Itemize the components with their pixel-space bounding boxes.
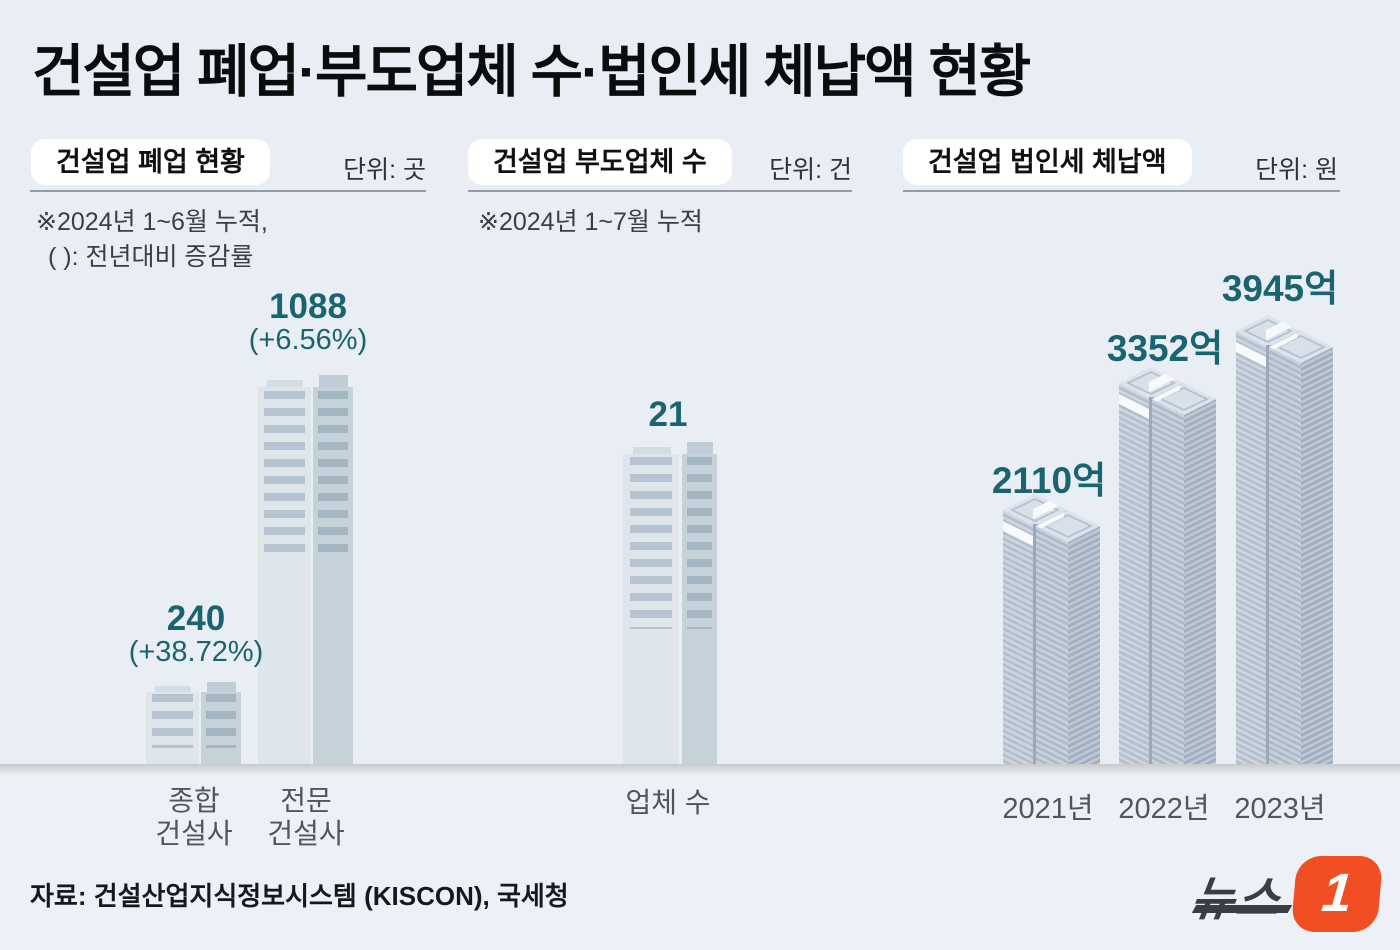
value-label-arrears-2023: 3945억 [1221, 268, 1339, 309]
news1-logo-one: 1 [1319, 863, 1355, 923]
axis-label-year-2021: 2021년 [1002, 793, 1094, 825]
bar-closures-specialty-building-icon [258, 375, 353, 770]
news1-logo-icon: 1 [1290, 856, 1384, 932]
bar-bankruptcies-building-icon [623, 442, 717, 770]
bar-tax-arrears-2022-banknote-stack-icon [1119, 367, 1216, 770]
panel1-unit-label: 단위: 곳 [343, 156, 426, 184]
panel1-title-badge: 건설업 폐업 현황 [31, 139, 270, 185]
panel1-divider [30, 190, 426, 192]
panel2-note-line1: ※2024년 1~7월 누적 [478, 208, 703, 236]
bar-tax-arrears-2023-banknote-stack-icon [1236, 315, 1333, 770]
value-label-arrears-2022: 3352억 [1106, 328, 1224, 369]
below-ground-area [0, 775, 1400, 950]
baseline-ground [0, 764, 1400, 775]
panel1-note-line2: ( ): 전년대비 증감률 [48, 243, 254, 271]
change-label-closures-general: (+38.72%) [128, 636, 264, 668]
source-credit: 자료: 건설산업지식정보시스템 (KISCON), 국세청 [30, 881, 569, 911]
panel2-title-badge: 건설업 부도업체 수 [468, 139, 732, 185]
value-label-arrears-2021: 2110억 [991, 460, 1107, 501]
axis-label-bankruptcies: 업체 수 [625, 787, 711, 818]
value-label-closures-general: 240 [166, 599, 226, 638]
axis-label-closures-general: 종합 건설사 [155, 785, 233, 849]
axis-label-year-2023: 2023년 [1234, 793, 1326, 825]
panel2-divider [468, 190, 852, 192]
news1-logo-underline [1191, 905, 1293, 913]
panel3-title-badge: 건설업 법인세 체납액 [903, 139, 1192, 185]
panel1-note-line1: ※2024년 1~6월 누적, [36, 208, 268, 236]
bar-closures-general-building-icon [146, 682, 241, 770]
value-label-closures-specialty: 1088 [269, 287, 347, 326]
panel2-unit-label: 단위: 건 [769, 156, 852, 184]
axis-label-closures-specialty: 전문 건설사 [267, 785, 345, 849]
bar-tax-arrears-2021-banknote-stack-icon [1003, 494, 1100, 770]
axis-label-year-2022: 2022년 [1118, 793, 1210, 825]
change-label-closures-specialty: (+6.56%) [248, 324, 368, 356]
value-label-bankruptcies: 21 [648, 395, 688, 434]
panel3-divider [903, 190, 1340, 192]
panel3-unit-label: 단위: 원 [1255, 156, 1338, 184]
page-title: 건설업 폐업·부도업체 수·법인세 체납액 현황 [32, 40, 1031, 104]
news1-logo-text: 뉴스 [1187, 872, 1286, 925]
